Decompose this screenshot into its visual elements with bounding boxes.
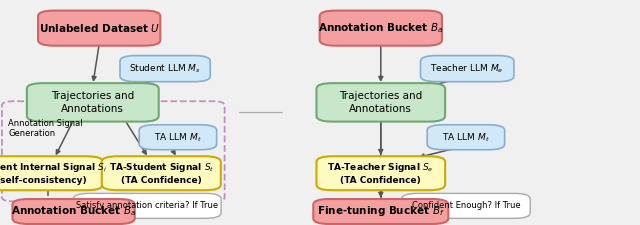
- Text: Student Internal Signal $\mathit{S_i}$
(self-consistency): Student Internal Signal $\mathit{S_i}$ (…: [0, 161, 107, 185]
- FancyBboxPatch shape: [74, 193, 221, 218]
- FancyBboxPatch shape: [27, 83, 159, 122]
- FancyBboxPatch shape: [120, 56, 210, 82]
- Text: Annotation Bucket $\mathit{B_a}$: Annotation Bucket $\mathit{B_a}$: [318, 21, 444, 35]
- FancyBboxPatch shape: [102, 156, 221, 190]
- Text: Fine-tuning Bucket $\mathit{B_f}$: Fine-tuning Bucket $\mathit{B_f}$: [317, 205, 445, 218]
- FancyBboxPatch shape: [319, 11, 442, 46]
- Text: TA LLM $\mathit{M_t}$: TA LLM $\mathit{M_t}$: [442, 131, 490, 144]
- Text: Unlabeled Dataset $\mathit{U}$: Unlabeled Dataset $\mathit{U}$: [38, 22, 160, 34]
- FancyBboxPatch shape: [0, 156, 102, 190]
- Text: TA-Student Signal $\mathit{S_t}$
(TA Confidence): TA-Student Signal $\mathit{S_t}$ (TA Con…: [109, 161, 214, 185]
- FancyBboxPatch shape: [314, 199, 448, 224]
- FancyBboxPatch shape: [316, 83, 445, 122]
- Text: Annotation Bucket $\mathit{B_a}$: Annotation Bucket $\mathit{B_a}$: [11, 205, 136, 218]
- Text: Teacher LLM $\mathit{M_e}$: Teacher LLM $\mathit{M_e}$: [431, 62, 504, 75]
- Text: TA LLM $\mathit{M_t}$: TA LLM $\mathit{M_t}$: [154, 131, 202, 144]
- Text: Annotation Signal
Generation: Annotation Signal Generation: [8, 119, 83, 138]
- Text: Satisfy annotation criteria? If True: Satisfy annotation criteria? If True: [76, 201, 218, 210]
- Text: Trajectories and
Annotations: Trajectories and Annotations: [51, 91, 134, 114]
- Text: Student LLM $\mathit{M_s}$: Student LLM $\mathit{M_s}$: [129, 62, 201, 75]
- Text: TA-Teacher Signal $\mathit{S_e}$
(TA Confidence): TA-Teacher Signal $\mathit{S_e}$ (TA Con…: [328, 161, 434, 185]
- FancyBboxPatch shape: [402, 193, 530, 218]
- FancyBboxPatch shape: [420, 56, 514, 82]
- FancyBboxPatch shape: [428, 125, 504, 150]
- Text: Confident Enough? If True: Confident Enough? If True: [412, 201, 520, 210]
- FancyBboxPatch shape: [13, 199, 135, 224]
- FancyBboxPatch shape: [316, 156, 445, 190]
- Text: Trajectories and
Annotations: Trajectories and Annotations: [339, 91, 422, 114]
- FancyBboxPatch shape: [38, 11, 160, 46]
- FancyBboxPatch shape: [140, 125, 216, 150]
